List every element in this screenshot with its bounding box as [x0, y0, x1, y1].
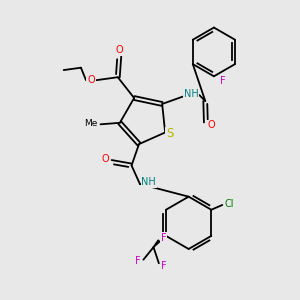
Text: F: F: [161, 261, 167, 271]
Text: F: F: [135, 256, 141, 266]
Text: O: O: [208, 120, 216, 130]
Text: Me: Me: [84, 119, 98, 128]
Text: NH: NH: [184, 88, 199, 99]
Text: F: F: [161, 233, 167, 243]
Text: S: S: [166, 128, 173, 140]
Text: Cl: Cl: [224, 200, 234, 209]
Text: NH: NH: [141, 178, 156, 188]
Text: O: O: [102, 154, 109, 164]
Text: F: F: [220, 76, 226, 86]
Text: O: O: [87, 75, 95, 85]
Text: O: O: [116, 46, 123, 56]
